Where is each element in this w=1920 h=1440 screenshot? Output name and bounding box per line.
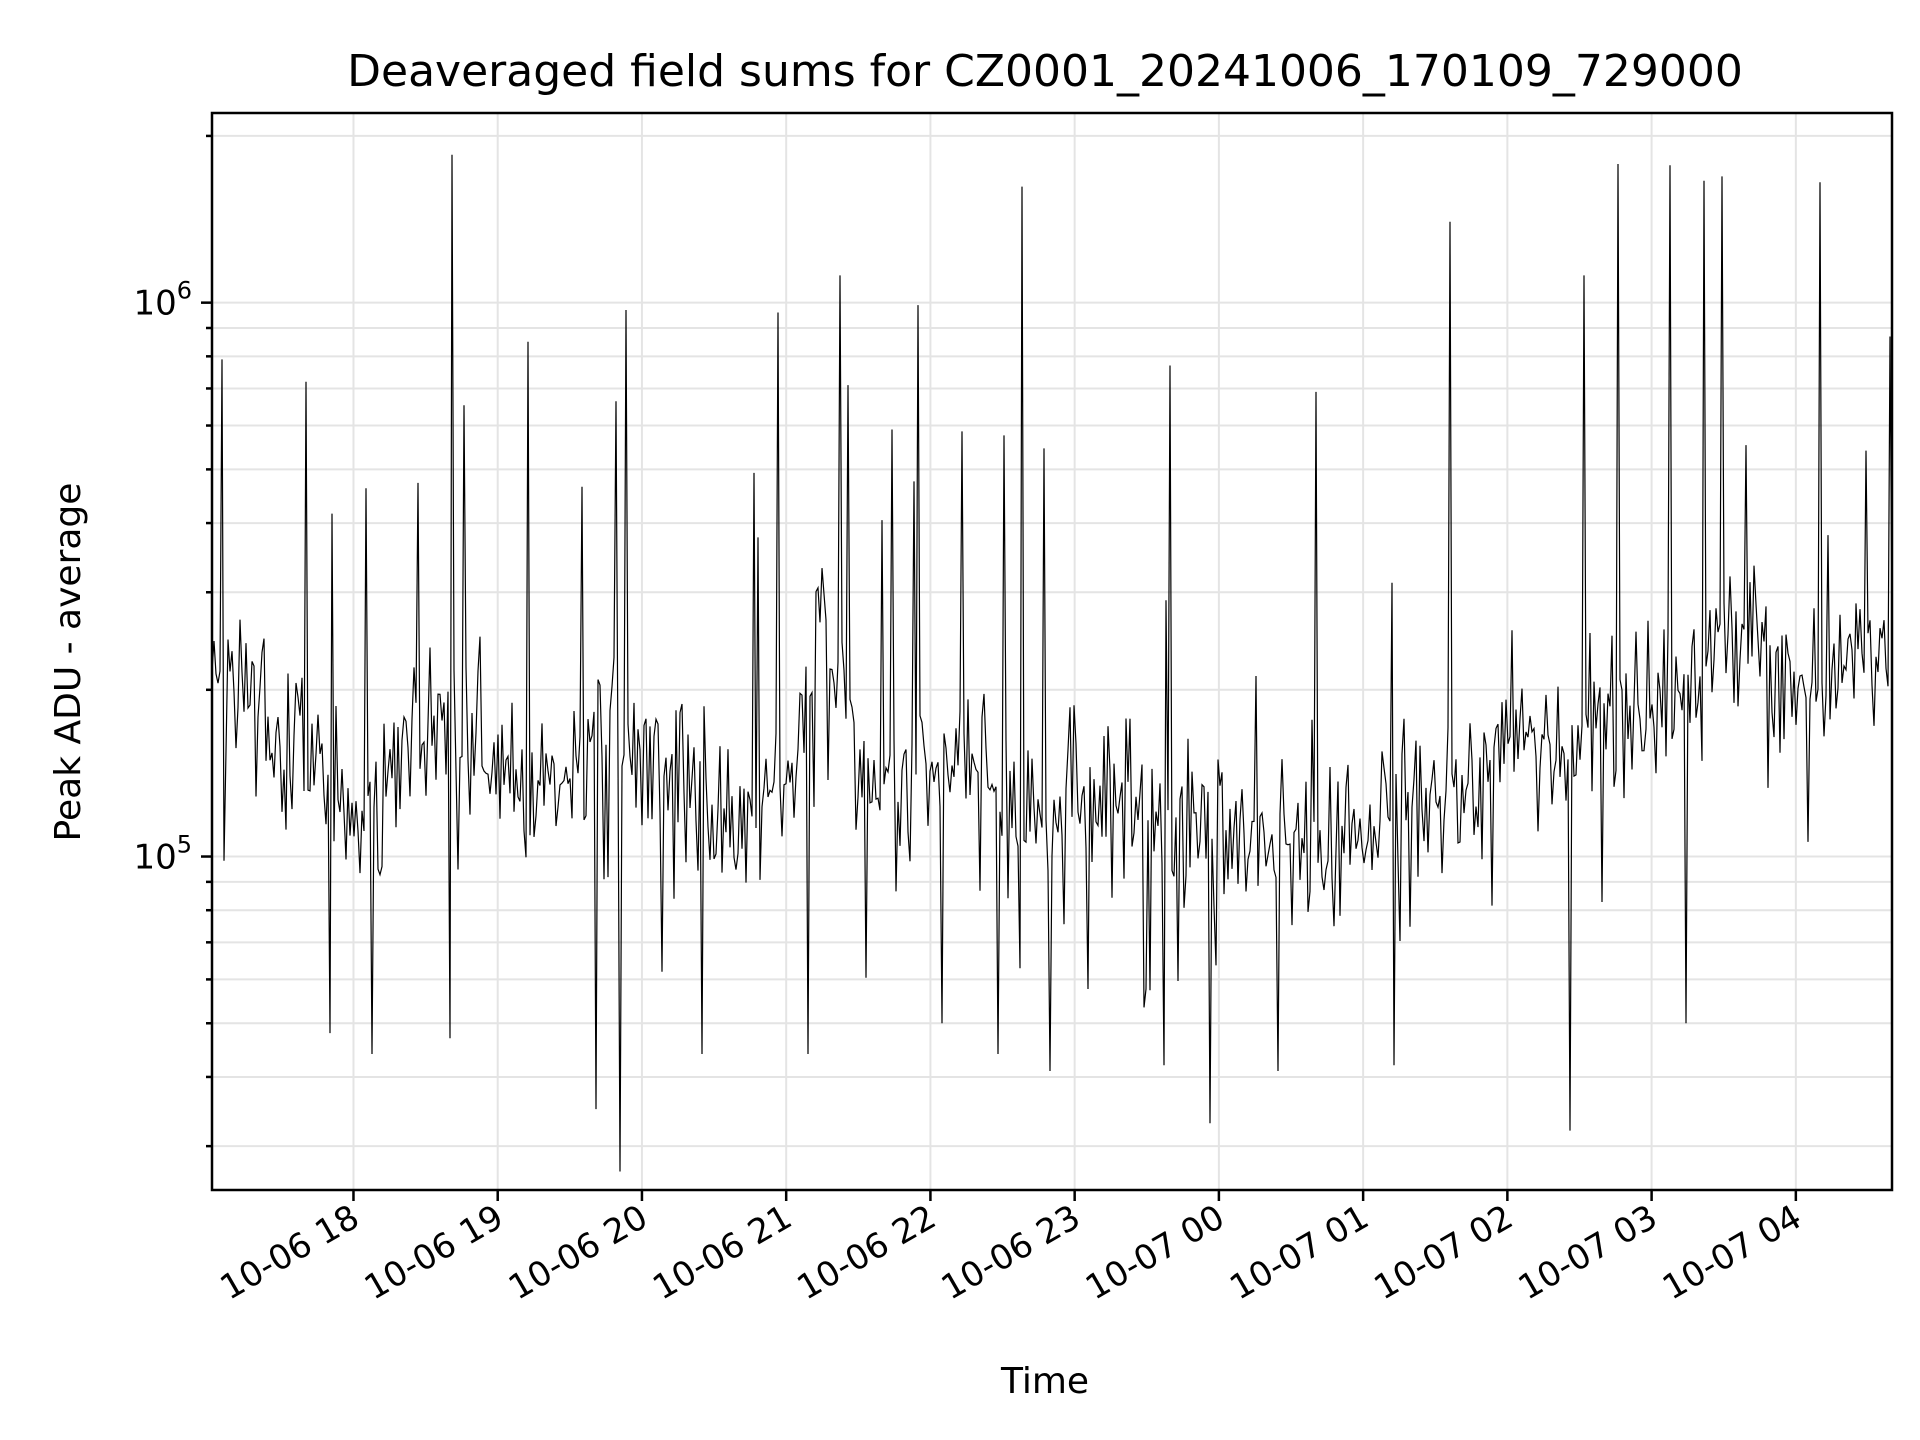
- series-layer: [211, 154, 1893, 1172]
- chart-title: Deaveraged field sums for CZ0001_2024100…: [347, 46, 1743, 97]
- grid: [212, 113, 1892, 1190]
- plot-frame: [210, 111, 1894, 1192]
- y-tick-base: 10: [133, 838, 176, 878]
- y-tick-exponent: 6: [177, 277, 192, 305]
- y-tick-label: 105: [133, 831, 192, 878]
- series-line: [211, 154, 1893, 1172]
- y-axis-label: Peak ADU - average: [48, 483, 89, 842]
- x-axis-label: Time: [1000, 1361, 1089, 1402]
- y-tick-label: 106: [133, 277, 192, 324]
- y-tick-base: 10: [133, 284, 176, 324]
- y-tick-exponent: 5: [177, 831, 192, 859]
